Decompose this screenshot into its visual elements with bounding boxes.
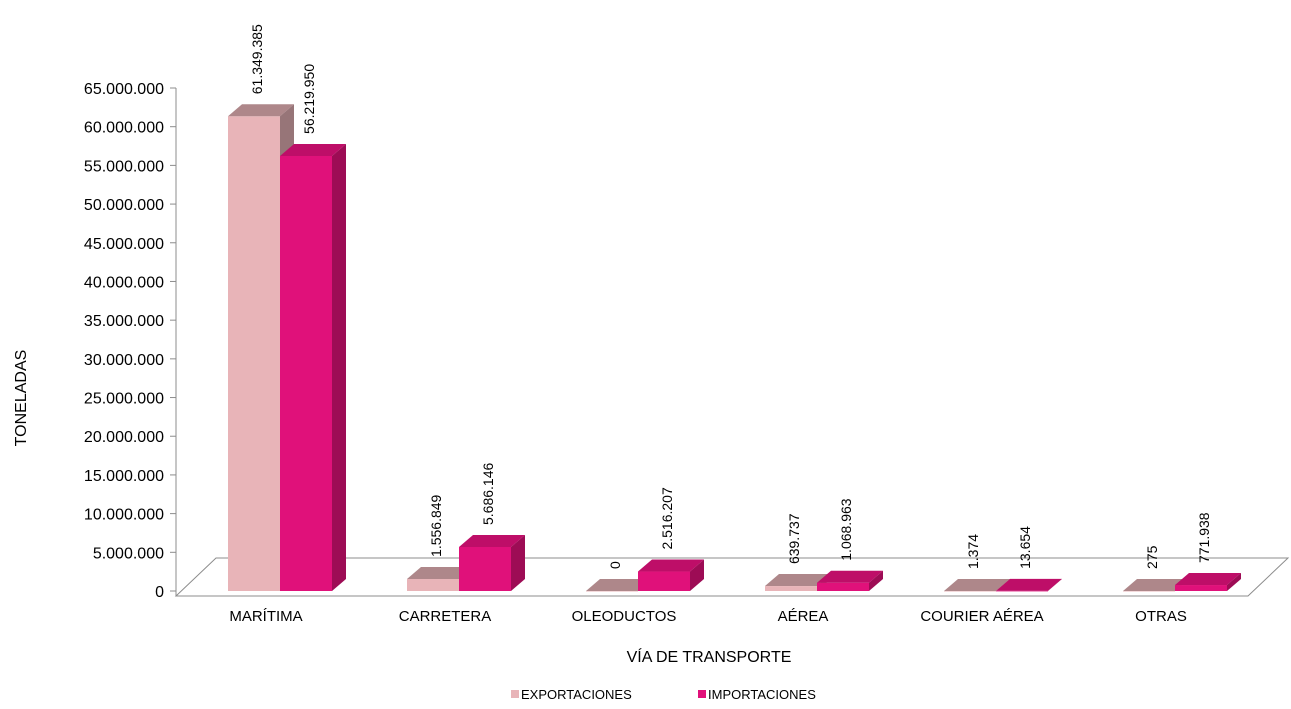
data-label: 275 [1144,545,1160,569]
y-tick-label: 20.000.000 [84,429,164,446]
x-category-label: COURIER AÉREA [920,608,1043,625]
data-label: 0 [607,561,623,569]
y-tick-label: 25.000.000 [84,391,164,408]
bar-front [407,578,459,591]
data-label: 771.938 [1196,512,1212,563]
data-label: 56.219.950 [301,64,317,134]
bar-front [944,590,996,592]
bar-importaciones [996,578,1062,592]
data-labels: 61.349.385 56.219.950 1.556.849 5.686.146 0 2… [249,24,1212,569]
y-tick-label: 0 [155,584,164,601]
x-category-label: OTRAS [1135,608,1187,625]
y-tick-label: 30.000.000 [84,352,164,369]
x-axis-categories: MARÍTIMA CARRETERA OLEODUCTOS AÉREA COURIER … [229,608,1187,625]
bar-top [765,574,831,587]
y-tick-label: 5.000.000 [93,545,164,562]
x-category-label: OLEODUCTOS [572,608,677,625]
legend-swatch-importaciones [698,690,706,698]
bar-top [280,143,346,156]
bar-importaciones [817,570,883,591]
bar-importaciones [280,143,346,591]
bar-front [1175,585,1227,591]
legend-label-importaciones: IMPORTACIONES [708,687,816,702]
y-tick-label: 60.000.000 [84,120,164,137]
data-label: 1.068.963 [838,498,854,560]
y-tick-label: 10.000.000 [84,507,164,524]
bar-front [996,590,1048,592]
bar-series [228,104,1241,592]
data-label: 2.516.207 [659,487,675,549]
bar-front [459,546,511,591]
bar-importaciones [638,559,704,591]
data-label: 639.737 [786,513,802,564]
bar-top [407,566,473,579]
bar-top [1175,573,1241,586]
bar-top [944,578,1010,591]
y-tick-label: 55.000.000 [84,158,164,175]
y-tick-label: 65.000.000 [84,81,164,98]
y-tick-label: 50.000.000 [84,197,164,214]
data-label: 61.349.385 [249,24,265,94]
bar-top [228,104,294,117]
bar-importaciones [1175,573,1241,591]
legend-swatch-exportaciones [511,690,519,698]
bar-top [1123,578,1189,591]
bar-top [638,559,704,572]
y-axis-ticks: 0 5.000.000 10.000.000 15.000.000 20.000.000… [84,81,176,601]
legend-label-exportaciones: EXPORTACIONES [521,687,632,702]
y-tick-label: 35.000.000 [84,313,164,330]
data-label: 13.654 [1017,526,1033,569]
bar-front [586,591,638,592]
bar-side [1227,573,1241,591]
x-category-label: AÉREA [778,608,829,625]
bar-front [765,586,817,591]
bar-front [638,571,690,591]
x-category-label: MARÍTIMA [229,608,302,625]
bar-importaciones [459,534,525,591]
bar-side [869,570,883,591]
bar-top [996,578,1062,591]
bar-top [586,579,652,591]
y-tick-label: 15.000.000 [84,468,164,485]
x-category-label: CARRETERA [399,608,492,625]
bar-front [228,116,280,591]
bar-front [280,155,332,591]
bar-front [817,582,869,591]
y-tick-label: 40.000.000 [84,274,164,291]
bar-top [817,570,883,583]
bar-side [332,143,346,591]
data-label: 1.374 [965,534,981,569]
bar-side [1048,578,1062,591]
data-label: 5.686.146 [480,463,496,525]
y-tick-label: 45.000.000 [84,236,164,253]
legend: EXPORTACIONES IMPORTACIONES [511,687,816,702]
bar-top [459,534,525,547]
x-axis-title: VÍA DE TRANSPORTE [627,647,792,666]
bar-front [1123,590,1175,592]
bar-side [511,534,525,591]
bar-side [690,559,704,591]
data-label: 1.556.849 [428,494,444,556]
y-axis-title: TONELADAS [13,350,30,447]
bar-exportaciones [586,579,652,592]
